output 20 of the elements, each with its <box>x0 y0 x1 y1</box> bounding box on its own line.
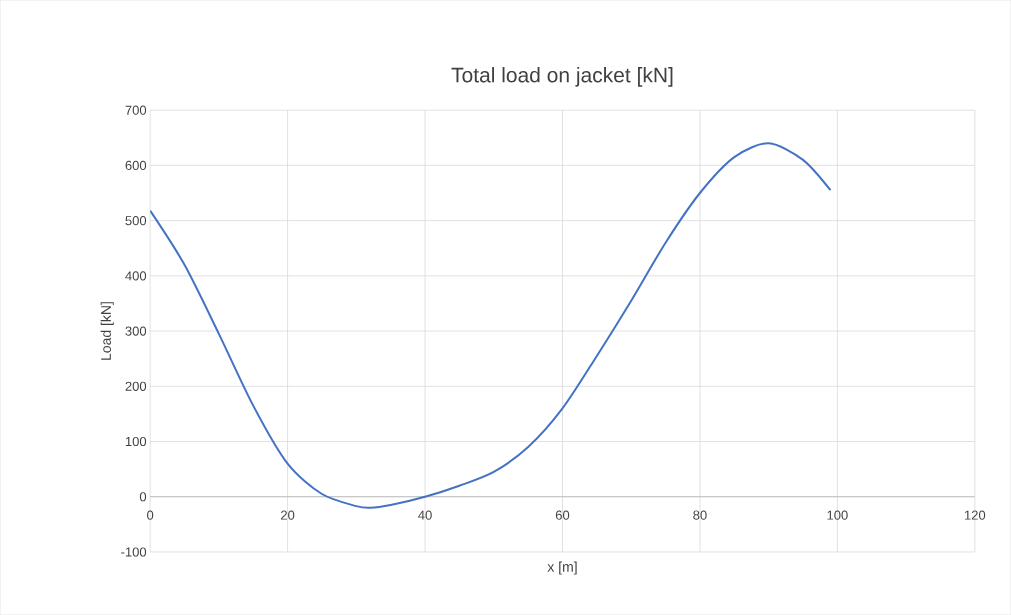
y-tick-label: 500 <box>125 215 147 226</box>
line-series <box>150 142 832 509</box>
x-tick-label: 80 <box>693 510 707 520</box>
x-tick-label: 40 <box>418 510 432 520</box>
x-tick-label: 20 <box>281 510 295 520</box>
x-tick-label: 100 <box>827 510 848 520</box>
y-tick-label: 600 <box>125 160 147 170</box>
y-tick-label: -100 <box>121 547 147 557</box>
y-tick-label: 300 <box>125 326 147 336</box>
y-tick-label: 400 <box>125 271 147 281</box>
y-tick-label: 0 <box>139 492 147 502</box>
y-tick-label: 100 <box>125 436 147 447</box>
y-axis-title: Load [kN] <box>100 302 114 360</box>
x-tick-label: 120 <box>964 510 986 520</box>
y-tick-label: 700 <box>125 105 147 115</box>
y-tick-label: 200 <box>125 381 147 391</box>
x-tick-label: 60 <box>555 510 570 520</box>
x-axis-title: x [m] <box>547 561 577 575</box>
x-tick-label: 0 <box>147 510 154 520</box>
chart-title: Total load on jacket [kN] <box>451 66 673 87</box>
